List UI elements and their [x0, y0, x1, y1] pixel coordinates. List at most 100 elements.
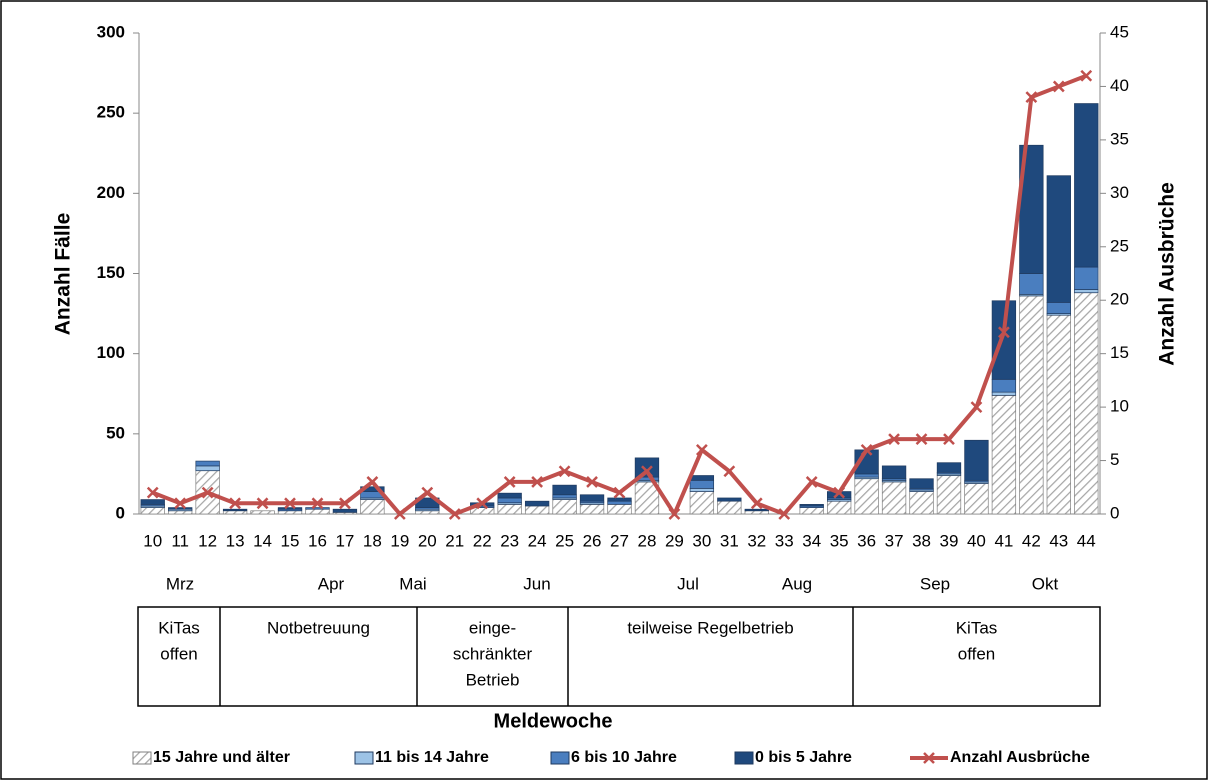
bar-segment	[607, 504, 632, 515]
x-tick-label: 21	[445, 531, 464, 550]
x-tick-label: 30	[692, 531, 711, 550]
line-marker	[723, 465, 736, 478]
bar-segment	[964, 439, 989, 481]
bar-segment	[991, 300, 1017, 380]
line-marker	[778, 508, 791, 520]
line-marker	[613, 486, 626, 499]
line-marker	[970, 401, 983, 413]
line-marker	[668, 508, 681, 520]
line-marker	[833, 486, 846, 499]
x-tick-label: 34	[802, 531, 821, 550]
bar-segment	[277, 510, 303, 515]
legend-swatch	[923, 752, 935, 764]
bar-segment	[140, 507, 165, 515]
line-marker	[366, 476, 379, 488]
x-tick-label: 43	[1049, 531, 1068, 550]
bar-segment	[1019, 295, 1044, 515]
x-tick-label: 29	[665, 531, 684, 550]
line-marker	[531, 476, 544, 488]
bar-segment	[1074, 289, 1099, 294]
bar-segment	[689, 487, 715, 492]
x-tick-label: 36	[857, 531, 876, 550]
legend-swatch	[550, 751, 570, 765]
line-marker	[888, 433, 900, 446]
bar-segment	[1074, 266, 1099, 290]
bar-segment	[305, 508, 330, 515]
y-tick-label: 100	[97, 343, 125, 362]
x-tick-label: 41	[994, 531, 1013, 550]
y-axis-title: Anzahl Fälle	[52, 213, 75, 336]
y2-tick-label: 40	[1110, 76, 1129, 95]
bar-segment	[497, 504, 522, 515]
bar-segment	[717, 500, 742, 515]
bar-segment	[524, 505, 550, 515]
line-marker	[998, 326, 1010, 339]
bar-segment	[305, 507, 330, 510]
y2-tick-label: 35	[1110, 129, 1129, 148]
x-tick-label: 14	[253, 531, 272, 550]
x-tick-label: 10	[143, 531, 162, 550]
line-marker	[448, 508, 461, 520]
x-tick-label: 23	[500, 531, 519, 550]
y2-axis-title: Anzahl Ausbrüche	[1156, 182, 1179, 366]
bar-segment	[360, 499, 385, 515]
x-tick-label: 22	[473, 531, 492, 550]
bar-segment	[854, 473, 879, 478]
bar-segment	[277, 507, 303, 510]
y-tick-label: 50	[106, 423, 125, 442]
bar-segment	[689, 479, 715, 489]
line-marker	[201, 486, 214, 499]
x-tick-label: 26	[583, 531, 602, 550]
bar-segment	[1046, 175, 1071, 303]
bar-segment	[579, 494, 605, 502]
month-label: Okt	[1032, 574, 1059, 593]
month-label: Jul	[677, 574, 699, 593]
bar-segment	[744, 508, 769, 512]
y-tick-label: 250	[97, 103, 125, 122]
bar-segment	[799, 504, 824, 507]
legend-swatch	[132, 751, 152, 765]
bar-segment	[168, 510, 193, 515]
bar-segment	[524, 500, 550, 507]
bar-segment	[689, 475, 715, 481]
phase-label: KiTas	[956, 618, 998, 637]
bar-segment	[1074, 292, 1099, 515]
x-tick-label: 28	[637, 531, 656, 550]
bar-segment	[717, 497, 742, 502]
bar-segment	[140, 499, 165, 505]
phase-label: Betrieb	[466, 670, 520, 689]
bar-segment	[168, 507, 193, 510]
bar-segment	[881, 481, 907, 515]
bar-segment	[689, 491, 715, 515]
phase-label: Notbetreuung	[267, 618, 370, 637]
month-label: Mai	[399, 574, 426, 593]
line-marker	[1080, 69, 1093, 82]
line-marker	[476, 497, 489, 510]
line-marker	[146, 486, 159, 499]
legend-label: 0 bis 5 Jahre	[755, 749, 852, 766]
x-tick-label: 35	[830, 531, 849, 550]
bar-segment	[222, 508, 248, 512]
line-marker	[915, 433, 928, 446]
x-tick-label: 16	[308, 531, 327, 550]
bar-segment	[1046, 302, 1071, 314]
bar-segment	[607, 500, 632, 505]
x-tick-label: 42	[1022, 531, 1041, 550]
line-marker	[421, 486, 434, 499]
bar-segment	[854, 478, 879, 515]
x-tick-label: 44	[1077, 531, 1096, 550]
bar-segment	[634, 457, 660, 478]
x-tick-label: 33	[775, 531, 794, 550]
bar-segment	[909, 491, 934, 515]
x-tick-label: 19	[390, 531, 409, 550]
y2-tick-label: 0	[1110, 503, 1119, 522]
bar-segment	[1046, 314, 1071, 515]
bar-segment	[909, 478, 934, 489]
bar-segment	[1074, 103, 1099, 268]
bar-segment	[827, 500, 852, 515]
bar-segment	[1019, 273, 1044, 295]
x-tick-label: 40	[967, 531, 986, 550]
phase-label: offen	[160, 644, 198, 663]
line-marker	[586, 476, 598, 488]
x-tick-label: 31	[720, 531, 739, 550]
